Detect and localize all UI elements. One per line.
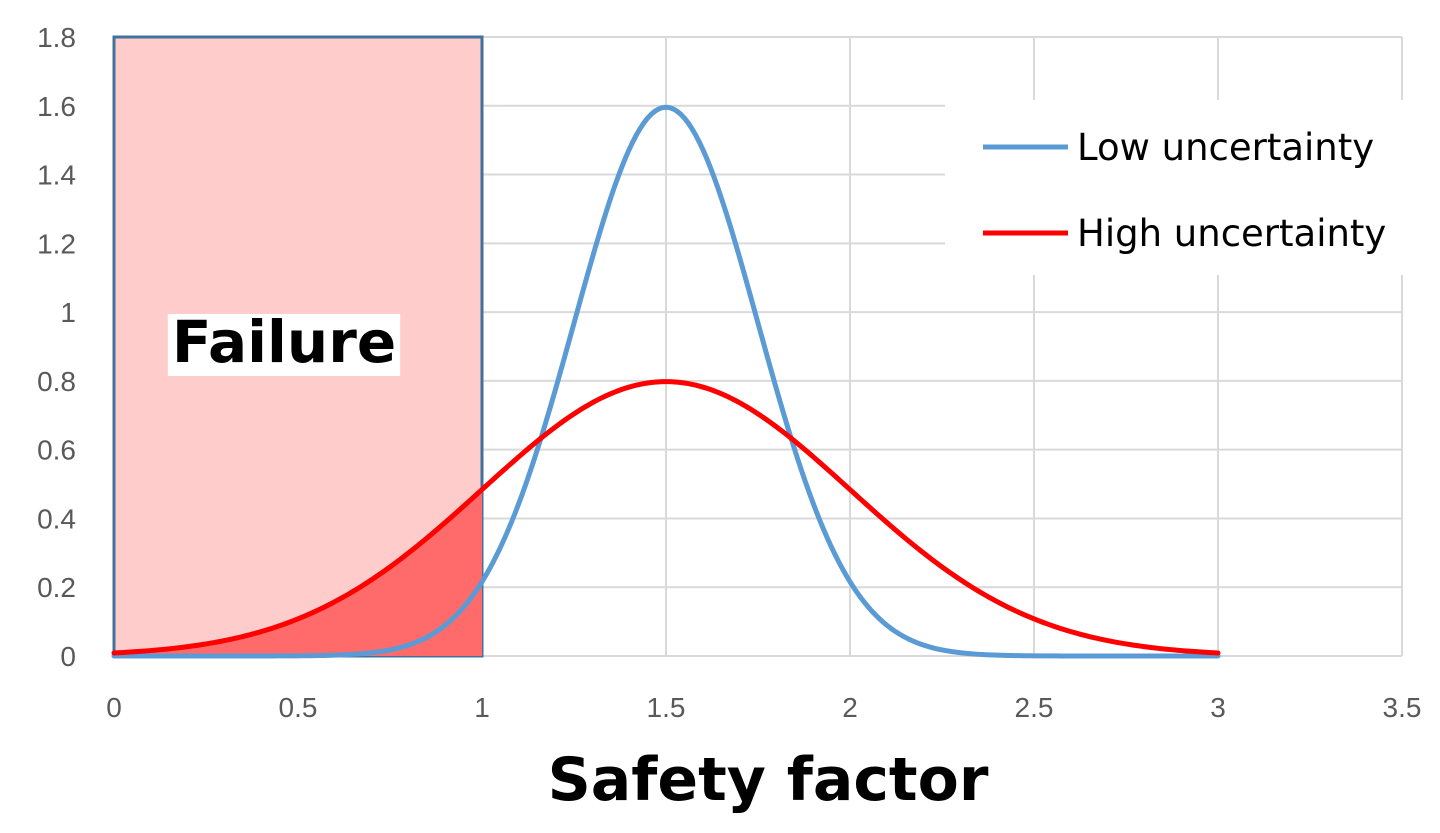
x-axis-ticks: 0 0.5 1 1.5 2 2.5 3 3.5 [106,692,1421,723]
failure-label-background [167,314,401,376]
x-tick-label-4: 2 [842,692,858,723]
failure-label: Failure [172,308,396,376]
y-tick-label-9: 1.8 [37,22,76,53]
x-tick-label-3: 1.5 [647,692,686,723]
legend-background [945,100,1425,275]
y-tick-label-0: 0 [60,641,76,672]
x-tick-label-6: 3 [1210,692,1226,723]
failure-probability-shading [114,489,482,656]
x-tick-label-7: 3.5 [1383,692,1422,723]
y-tick-label-6: 1.2 [37,228,76,259]
x-tick-label-2: 1 [474,692,490,723]
x-tick-label-5: 2.5 [1015,692,1054,723]
y-tick-label-4: 0.8 [37,366,76,397]
x-tick-label-0: 0 [106,692,122,723]
series-curves [111,104,1221,659]
y-tick-label-8: 1.6 [37,91,76,122]
series-line-1 [111,379,1221,656]
y-tick-label-5: 1 [60,297,76,328]
y-axis-ticks: 0 0.2 0.4 0.6 0.8 1 1.2 1.4 1.6 1.8 [37,22,76,672]
failure-shade-1 [114,489,482,656]
x-tick-label-1: 0.5 [279,692,318,723]
y-tick-label-3: 0.6 [37,435,76,466]
y-tick-label-2: 0.4 [37,503,76,534]
series-line-0 [111,104,1221,659]
legend-label-1: High uncertainty [1077,212,1386,255]
legend-label-0: Low uncertainty [1077,126,1374,169]
failure-label-group: Failure [167,308,401,376]
legend: Low uncertainty High uncertainty [945,100,1425,275]
y-tick-label-7: 1.4 [37,160,76,191]
x-axis-label: Safety factor [548,745,989,815]
y-tick-label-1: 0.2 [37,572,76,603]
